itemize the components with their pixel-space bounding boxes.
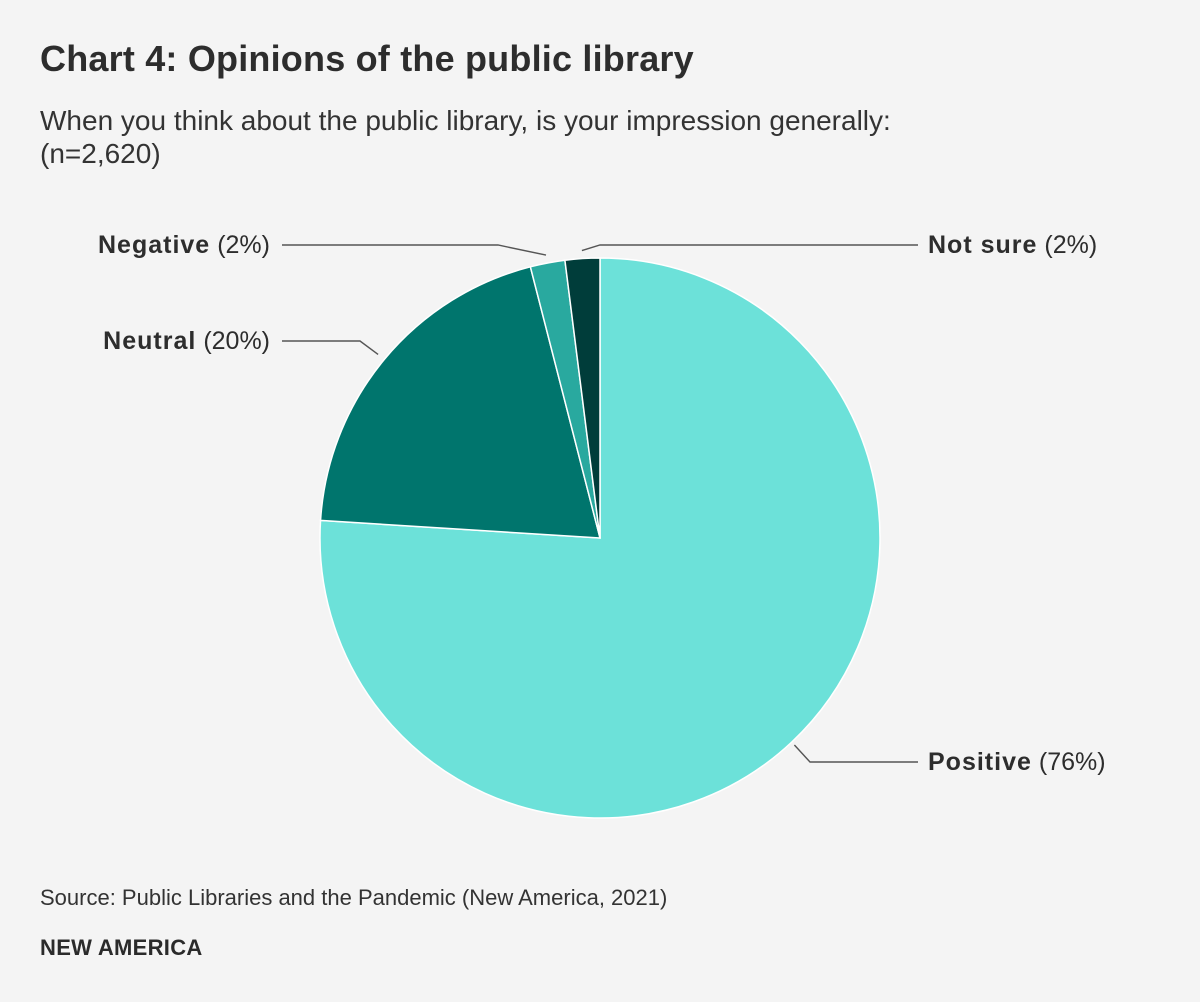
slice-label-name: Neutral: [103, 327, 196, 355]
pie-slice-positive: [319, 257, 881, 819]
pie-slice-neutral: [319, 265, 601, 539]
slice-label-name: Negative: [98, 231, 210, 259]
leader-line-not-sure: [581, 244, 918, 252]
chart-title: Chart 4: Opinions of the public library: [40, 38, 694, 79]
slice-label-name: Not sure: [928, 231, 1037, 259]
slice-label-negative: Negative (2%): [98, 231, 270, 259]
slice-label-percent: (20%): [203, 327, 270, 355]
pie-slice-not-sure: [564, 257, 601, 539]
slice-label-positive: Positive (76%): [928, 748, 1106, 776]
subtitle-sample-size: (n=2,620): [40, 138, 161, 169]
leader-line-neutral: [282, 340, 379, 355]
chart-subtitle: When you think about the public library,…: [40, 104, 1040, 170]
leader-line-negative: [282, 244, 547, 256]
slice-label-percent: (2%): [1044, 231, 1097, 259]
leader-line-positive: [793, 744, 918, 763]
source-note: Source: Public Libraries and the Pandemi…: [40, 885, 668, 910]
slice-label-not-sure: Not sure (2%): [928, 231, 1097, 259]
slice-label-percent: (2%): [217, 231, 270, 259]
slice-label-name: Positive: [928, 748, 1032, 776]
brand-logo-text: NEW AMERICA: [40, 935, 203, 960]
slice-label-neutral: Neutral (20%): [103, 327, 270, 355]
slice-label-percent: (76%): [1039, 748, 1106, 776]
subtitle-question: When you think about the public library,…: [40, 105, 891, 136]
